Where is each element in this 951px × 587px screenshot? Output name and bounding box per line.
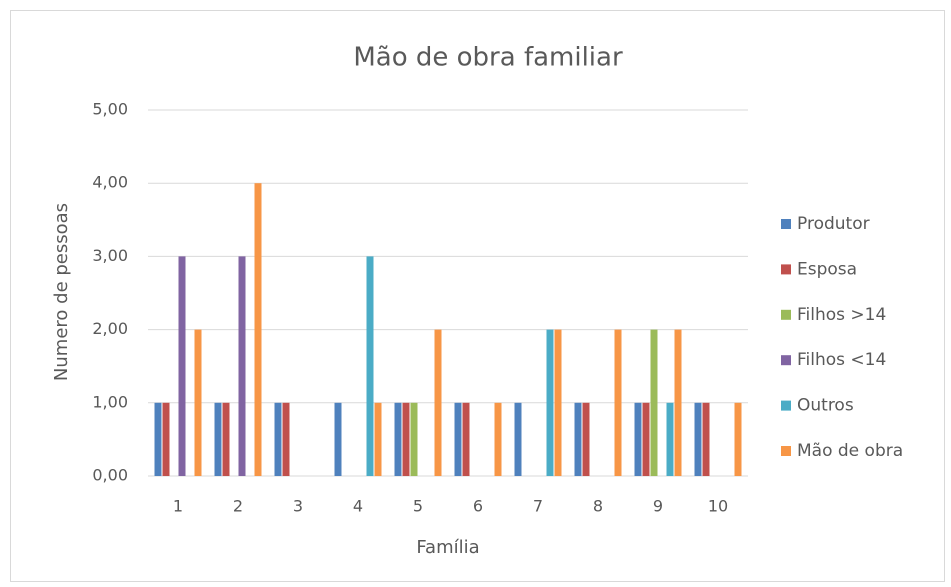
bar — [402, 402, 410, 476]
legend-label: Filhos <14 — [797, 350, 886, 370]
chart-title: Mão de obra familiar — [353, 43, 623, 73]
legend-swatch — [781, 309, 791, 320]
bar — [214, 402, 222, 476]
legend-label: Produtor — [797, 214, 870, 234]
bar — [374, 402, 382, 476]
bar — [394, 402, 402, 476]
x-tick-label: 6 — [473, 497, 483, 516]
bar — [194, 329, 202, 476]
bar — [546, 329, 554, 476]
bar — [734, 402, 742, 476]
x-tick-label: 8 — [593, 497, 603, 516]
bar — [254, 183, 262, 476]
bar — [634, 402, 642, 476]
bar — [366, 256, 374, 476]
x-tick-label: 9 — [653, 497, 663, 516]
y-tick-label: 3,00 — [92, 246, 128, 265]
legend-swatch — [781, 219, 791, 229]
bar — [702, 402, 710, 476]
y-tick-label: 2,00 — [92, 319, 128, 338]
bar — [694, 402, 702, 476]
legend-label: Outros — [797, 396, 854, 416]
bar — [462, 402, 470, 476]
bar — [434, 329, 442, 476]
bar — [178, 256, 186, 476]
y-tick-label: 0,00 — [92, 466, 128, 485]
bar — [274, 402, 282, 476]
legend-swatch — [781, 355, 791, 366]
y-axis-label: Numero de pessoas — [51, 203, 72, 381]
bar — [282, 402, 290, 476]
x-tick-label: 5 — [413, 497, 423, 516]
bar — [554, 329, 562, 476]
bar — [582, 402, 590, 476]
bar — [222, 402, 230, 476]
x-tick-label: 7 — [533, 497, 543, 516]
bar — [666, 402, 674, 476]
x-tick-label: 1 — [173, 497, 183, 516]
legend-label: Esposa — [797, 259, 857, 279]
legend-label: Mão de obra — [797, 441, 903, 461]
bar — [410, 402, 418, 476]
legend-swatch — [781, 446, 791, 456]
x-tick-label: 3 — [293, 497, 303, 516]
x-tick-label: 2 — [233, 497, 243, 516]
legend-swatch — [781, 400, 791, 411]
bar — [454, 402, 462, 476]
legend-swatch — [781, 264, 791, 275]
bar — [334, 402, 342, 476]
bar — [642, 402, 650, 476]
bar — [574, 402, 582, 476]
y-tick-label: 5,00 — [92, 100, 128, 119]
bar — [154, 402, 162, 476]
x-axis-label: Família — [416, 537, 479, 558]
chart-border — [10, 10, 945, 582]
y-tick-label: 4,00 — [92, 173, 128, 192]
x-tick-label: 4 — [353, 497, 363, 516]
bar — [238, 256, 246, 476]
y-tick-label: 1,00 — [92, 392, 128, 411]
legend-label: Filhos >14 — [797, 305, 886, 325]
x-tick-label: 10 — [708, 497, 728, 516]
bar — [614, 329, 622, 476]
bar — [674, 329, 682, 476]
bar — [650, 329, 658, 476]
bar — [514, 402, 522, 476]
bar — [162, 402, 170, 476]
bar — [494, 402, 502, 476]
